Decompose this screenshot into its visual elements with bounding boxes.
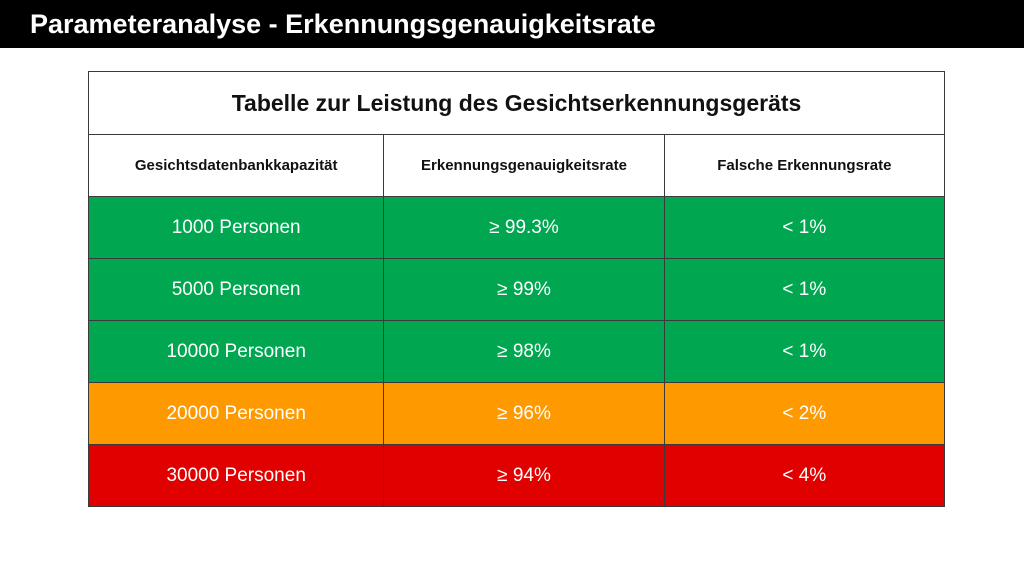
table-row: 10000 Personen ≥ 98% < 1% [87, 320, 946, 383]
false-rate-cell: < 2% [663, 382, 946, 445]
false-rate-cell: < 1% [663, 196, 946, 259]
false-rate-cell: < 1% [663, 258, 946, 321]
table-caption-row: Tabelle zur Leistung des Gesichtserkennu… [88, 71, 945, 135]
table-row: 1000 Personen ≥ 99.3% < 1% [87, 196, 946, 259]
accuracy-cell: ≥ 99% [383, 258, 665, 321]
capacity-cell: 30000 Personen [87, 444, 385, 507]
performance-table: Tabelle zur Leistung des Gesichtserkennu… [87, 71, 946, 507]
table-caption: Tabelle zur Leistung des Gesichtserkennu… [88, 71, 945, 135]
capacity-cell: 1000 Personen [87, 196, 385, 259]
table-header-row: Gesichtsdatenbankkapazität Erkennungsgen… [87, 134, 946, 197]
title-bar: Parameteranalyse - Erkennungsgenauigkeit… [0, 0, 1024, 48]
header-false-rate: Falsche Erkennungsrate [663, 134, 946, 197]
capacity-cell: 5000 Personen [87, 258, 385, 321]
accuracy-cell: ≥ 99.3% [383, 196, 665, 259]
accuracy-cell: ≥ 94% [383, 444, 665, 507]
slide-title: Parameteranalyse - Erkennungsgenauigkeit… [30, 9, 656, 39]
accuracy-cell: ≥ 98% [383, 320, 665, 383]
table-row: 30000 Personen ≥ 94% < 4% [87, 444, 946, 507]
capacity-cell: 20000 Personen [87, 382, 385, 445]
table-row: 5000 Personen ≥ 99% < 1% [87, 258, 946, 321]
capacity-cell: 10000 Personen [87, 320, 385, 383]
table-row: 20000 Personen ≥ 96% < 2% [87, 382, 946, 445]
false-rate-cell: < 1% [663, 320, 946, 383]
performance-table-container: Tabelle zur Leistung des Gesichtserkennu… [87, 71, 946, 507]
false-rate-cell: < 4% [663, 444, 946, 507]
header-capacity: Gesichtsdatenbankkapazität [87, 134, 385, 197]
accuracy-cell: ≥ 96% [383, 382, 665, 445]
header-accuracy: Erkennungsgenauigkeitsrate [383, 134, 665, 197]
